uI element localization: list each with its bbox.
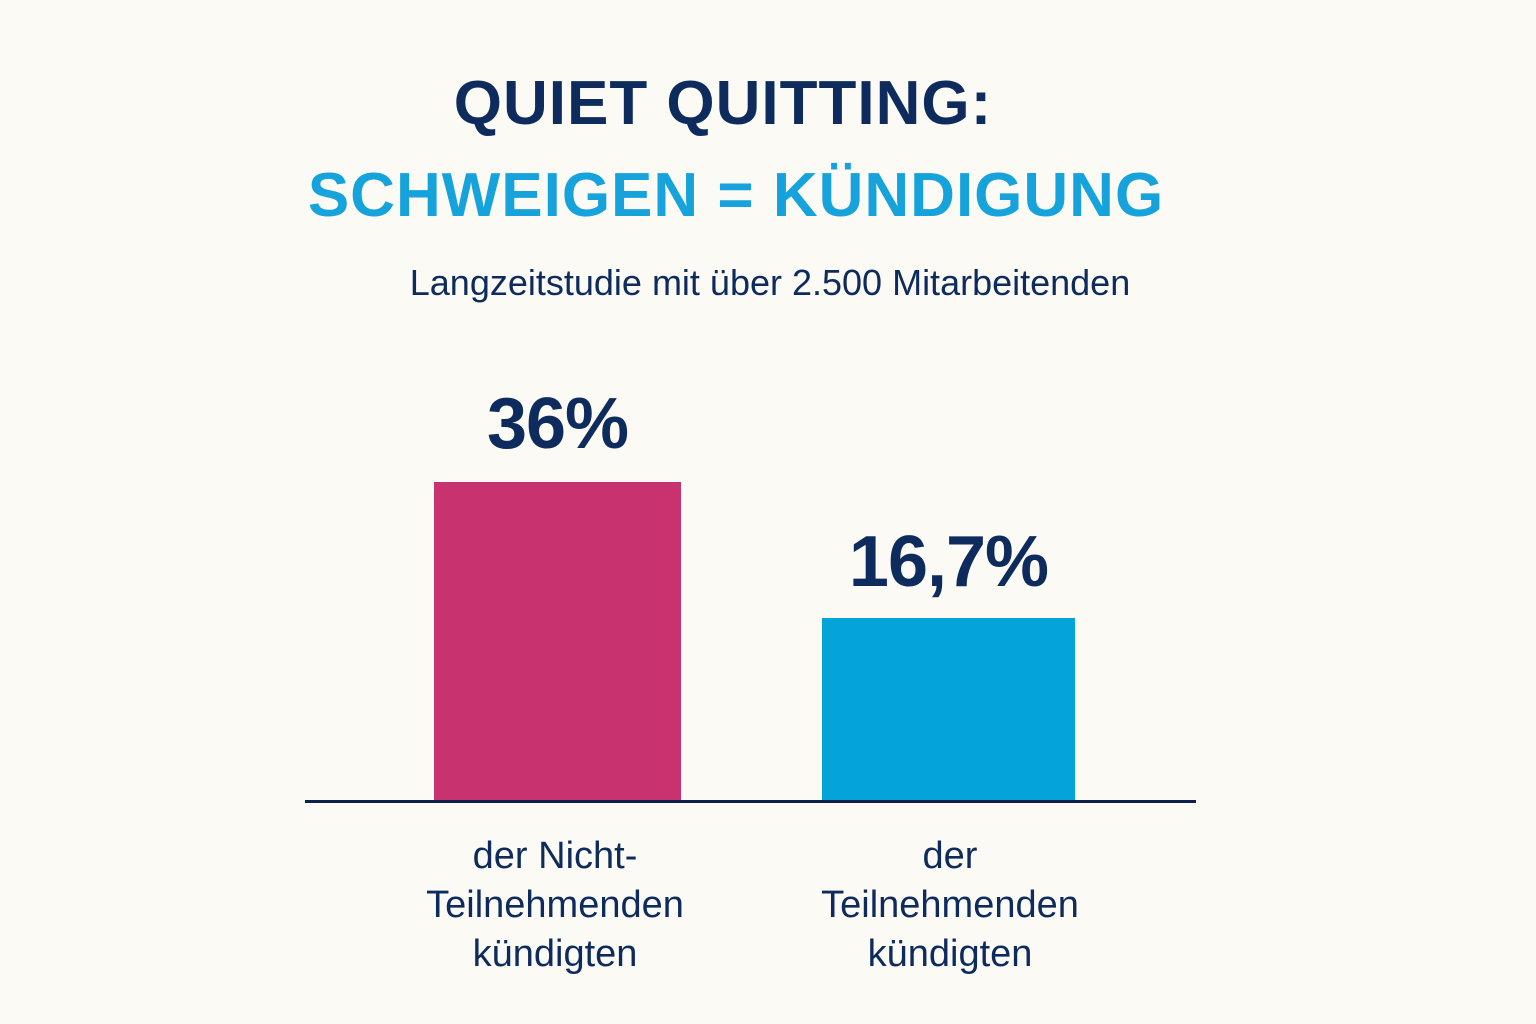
category-label-line: Teilnehmenden [426,884,684,926]
category-label-line: der [922,835,978,877]
bar-non-participants [434,482,681,801]
category-label-line: kündigten [867,933,1033,975]
x-axis-baseline [305,800,1196,803]
category-label-non-participants: der Nicht- Teilnehmenden kündigten [380,832,730,979]
title-accent: SCHWEIGEN = KÜNDIGUNG [307,161,1165,230]
subtitle: Langzeitstudie mit über 2.500 Mitarbeite… [409,262,1131,303]
bar-participants [822,618,1075,801]
category-label-line: Teilnehmenden [821,884,1079,926]
category-label-line: kündigten [472,933,638,975]
category-label-participants: der Teilnehmenden kündigten [780,832,1120,979]
title-primary: QUIET QUITTING: [453,69,993,138]
category-label-line: der Nicht- [472,835,638,877]
value-label-participants: 16,7% [848,522,1049,602]
value-label-non-participants: 36% [486,384,629,464]
